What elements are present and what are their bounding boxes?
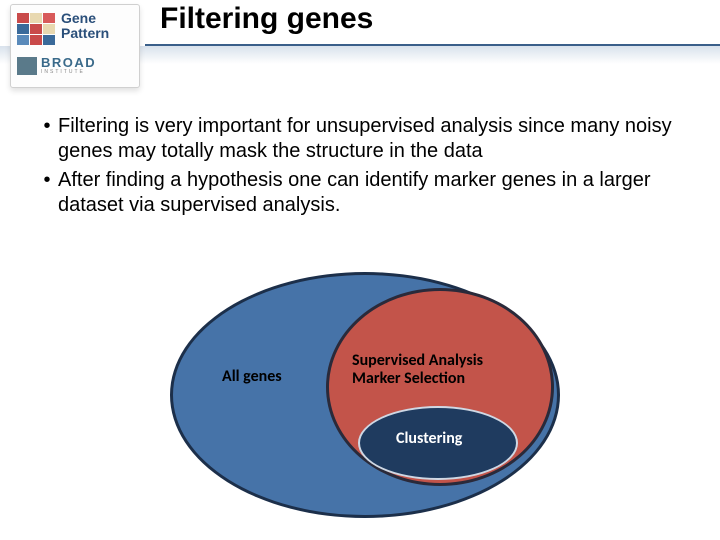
slide-title: Filtering genes bbox=[160, 2, 373, 36]
genepattern-logo-text: Gene Pattern bbox=[61, 11, 109, 42]
broad-logo-text: BROAD bbox=[41, 55, 96, 70]
genepattern-logo: Gene Pattern bbox=[17, 10, 133, 50]
broad-logo: BROAD INSTITUTE bbox=[17, 55, 133, 81]
genepattern-grid-icon bbox=[17, 13, 57, 47]
header-area: Filtering genes Gene Pattern BROAD INSTI… bbox=[0, 0, 720, 100]
genepattern-text-line2: Pattern bbox=[61, 25, 109, 41]
bullet-item: •Filtering is very important for unsuper… bbox=[36, 114, 686, 164]
venn-diagram: All genes Supervised AnalysisMarker Sele… bbox=[170, 272, 570, 522]
label-clustering: Clustering bbox=[396, 430, 462, 448]
slide: Filtering genes Gene Pattern BROAD INSTI… bbox=[0, 0, 720, 540]
title-underline bbox=[145, 44, 720, 46]
label-all-genes: All genes bbox=[222, 368, 282, 386]
broad-logo-icon bbox=[17, 57, 37, 75]
bullet-marker: • bbox=[36, 114, 58, 164]
bullet-item: •After finding a hypothesis one can iden… bbox=[36, 168, 686, 218]
logo-panel: Gene Pattern BROAD INSTITUTE bbox=[10, 4, 140, 88]
bullet-list: •Filtering is very important for unsuper… bbox=[36, 114, 686, 222]
genepattern-text-line1: Gene bbox=[61, 10, 96, 26]
bullet-marker: • bbox=[36, 168, 58, 218]
broad-logo-subtext: INSTITUTE bbox=[41, 69, 85, 75]
bullet-text: Filtering is very important for unsuperv… bbox=[58, 114, 686, 164]
label-supervised: Supervised AnalysisMarker Selection bbox=[352, 352, 483, 389]
bullet-text: After finding a hypothesis one can ident… bbox=[58, 168, 686, 218]
